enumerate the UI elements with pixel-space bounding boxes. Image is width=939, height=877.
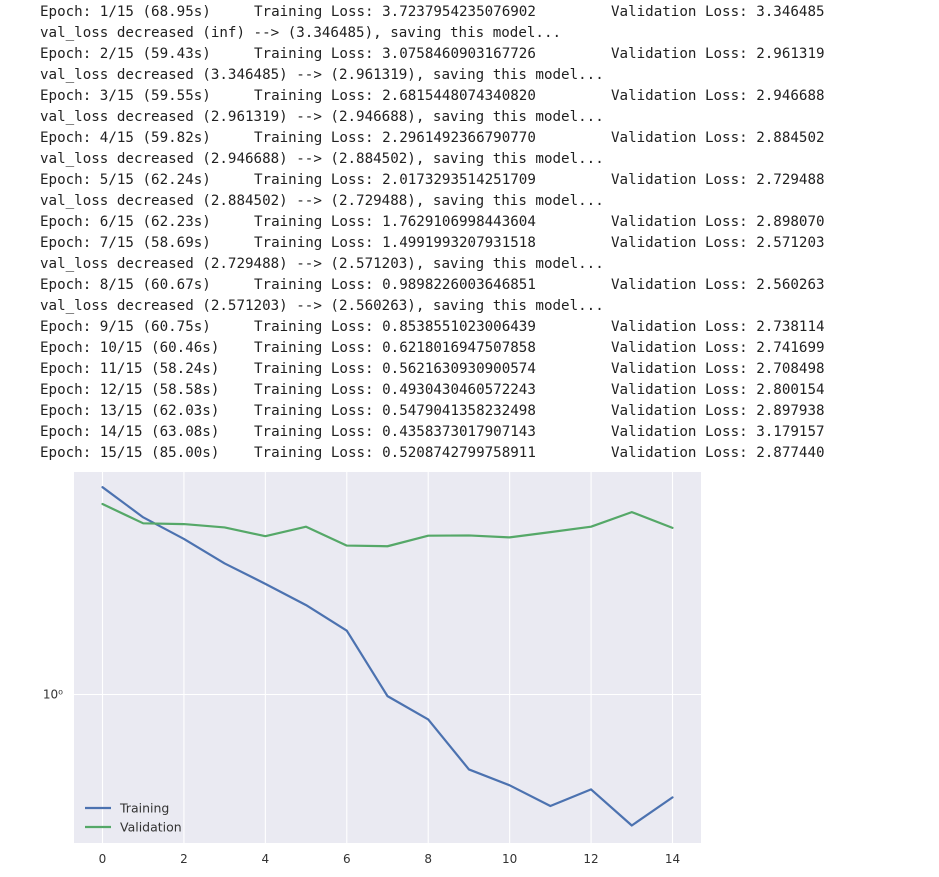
epoch-text: Epoch: 9/15 (60.75s) xyxy=(40,319,211,335)
series-lines xyxy=(101,486,674,827)
training-loss-text: Training Loss: 2.6815448074340820 xyxy=(254,88,536,104)
series-line-validation xyxy=(101,502,674,548)
plot-area xyxy=(74,472,701,843)
training-loss-text: Training Loss: 3.0758460903167726 xyxy=(254,46,536,62)
series-line-training xyxy=(101,486,674,827)
epoch-text: Epoch: 6/15 (62.23s) xyxy=(40,214,211,230)
training-loss-text: Training Loss: 0.9898226003646851 xyxy=(254,277,536,293)
y-tick-label: 10⁰ xyxy=(43,688,63,702)
x-tick-label: 14 xyxy=(665,852,680,866)
epoch-line: Epoch: 2/15 (59.43s) Training Loss: 3.075… xyxy=(40,44,825,65)
epoch-line: Epoch: 12/15 (58.58s) Training Loss: 0.49… xyxy=(40,380,825,401)
epoch-line: Epoch: 4/15 (59.82s) Training Loss: 2.296… xyxy=(40,128,825,149)
x-tick-label: 8 xyxy=(424,852,432,866)
training-loss-text: Training Loss: 0.5479041358232498 xyxy=(254,403,536,419)
epoch-line: Epoch: 10/15 (60.46s) Training Loss: 0.62… xyxy=(40,338,825,359)
epoch-line: Epoch: 3/15 (59.55s) Training Loss: 2.681… xyxy=(40,86,825,107)
epoch-line: Epoch: 1/15 (68.95s) Training Loss: 3.723… xyxy=(40,2,825,23)
val-loss-message: val_loss decreased (2.884502) --> (2.729… xyxy=(40,193,604,209)
validation-loss-text: Validation Loss: 2.741699 xyxy=(611,340,825,356)
val-loss-message: val_loss decreased (inf) --> (3.346485),… xyxy=(40,25,562,41)
training-loss-text: Training Loss: 3.7237954235076902 xyxy=(254,4,536,20)
epoch-line: Epoch: 15/15 (85.00s) Training Loss: 0.52… xyxy=(40,443,825,464)
epoch-text: Epoch: 10/15 (60.46s) xyxy=(40,340,220,356)
x-tick-label: 12 xyxy=(583,852,598,866)
val-loss-message: val_loss decreased (2.961319) --> (2.946… xyxy=(40,109,604,125)
loss-chart: 0 2 4 6 8 10 12 14 10⁰ Training Validation xyxy=(43,472,701,866)
validation-loss-text: Validation Loss: 3.179157 xyxy=(611,424,825,440)
validation-loss-text: Validation Loss: 2.738114 xyxy=(611,319,825,335)
epoch-line: Epoch: 7/15 (58.69s) Training Loss: 1.499… xyxy=(40,233,825,254)
epoch-text: Epoch: 8/15 (60.67s) xyxy=(40,277,211,293)
epoch-text: Epoch: 13/15 (62.03s) xyxy=(40,403,220,419)
training-loss-text: Training Loss: 0.4358373017907143 xyxy=(254,424,536,440)
val-loss-message: val_loss decreased (2.729488) --> (2.571… xyxy=(40,256,604,272)
training-loss-text: Training Loss: 0.4930430460572243 xyxy=(254,382,536,398)
x-tick-label: 4 xyxy=(262,852,270,866)
epoch-text: Epoch: 14/15 (63.08s) xyxy=(40,424,220,440)
legend-label-validation: Validation xyxy=(120,820,182,835)
epoch-line: Epoch: 5/15 (62.24s) Training Loss: 2.017… xyxy=(40,170,825,191)
validation-loss-text: Validation Loss: 2.708498 xyxy=(611,361,825,377)
validation-loss-text: Validation Loss: 2.877440 xyxy=(611,445,825,461)
validation-loss-text: Validation Loss: 2.571203 xyxy=(611,235,825,251)
val-loss-message: val_loss decreased (2.946688) --> (2.884… xyxy=(40,151,604,167)
validation-loss-text: Validation Loss: 3.346485 xyxy=(611,4,825,20)
epoch-line: Epoch: 11/15 (58.24s) Training Loss: 0.56… xyxy=(40,359,825,380)
training-loss-text: Training Loss: 0.5621630930900574 xyxy=(254,361,536,377)
validation-loss-text: Validation Loss: 2.898070 xyxy=(611,214,825,230)
val-loss-message: val_loss decreased (2.571203) --> (2.560… xyxy=(40,298,604,314)
training-log: Epoch: 1/15 (68.95s) Training Loss: 3.723… xyxy=(40,2,825,464)
epoch-text: Epoch: 15/15 (85.00s) xyxy=(40,445,220,461)
training-loss-text: Training Loss: 0.8538551023006439 xyxy=(254,319,536,335)
validation-loss-text: Validation Loss: 2.961319 xyxy=(611,46,825,62)
x-tick-label: 2 xyxy=(180,852,188,866)
training-loss-text: Training Loss: 2.2961492366790770 xyxy=(254,130,536,146)
training-loss-text: Training Loss: 1.4991993207931518 xyxy=(254,235,536,251)
x-tick-label: 10 xyxy=(502,852,517,866)
epoch-line: Epoch: 9/15 (60.75s) Training Loss: 0.853… xyxy=(40,317,825,338)
epoch-text: Epoch: 7/15 (58.69s) xyxy=(40,235,211,251)
epoch-text: Epoch: 1/15 (68.95s) xyxy=(40,4,211,20)
legend: Training Validation xyxy=(85,801,182,835)
epoch-line: Epoch: 6/15 (62.23s) Training Loss: 1.762… xyxy=(40,212,825,233)
training-loss-text: Training Loss: 0.6218016947507858 xyxy=(254,340,536,356)
epoch-text: Epoch: 2/15 (59.43s) xyxy=(40,46,211,62)
y-axis-ticks: 10⁰ xyxy=(43,688,63,702)
validation-loss-text: Validation Loss: 2.729488 xyxy=(611,172,825,188)
val-loss-message: val_loss decreased (3.346485) --> (2.961… xyxy=(40,67,604,83)
validation-loss-text: Validation Loss: 2.946688 xyxy=(611,88,825,104)
validation-loss-text: Validation Loss: 2.897938 xyxy=(611,403,825,419)
training-loss-text: Training Loss: 0.5208742799758911 xyxy=(254,445,536,461)
epoch-text: Epoch: 3/15 (59.55s) xyxy=(40,88,211,104)
x-axis-ticks: 0 2 4 6 8 10 12 14 xyxy=(99,852,680,866)
x-tick-label: 0 xyxy=(99,852,107,866)
epoch-line: Epoch: 13/15 (62.03s) Training Loss: 0.54… xyxy=(40,401,825,422)
epoch-line: Epoch: 8/15 (60.67s) Training Loss: 0.989… xyxy=(40,275,825,296)
validation-loss-text: Validation Loss: 2.800154 xyxy=(611,382,825,398)
epoch-text: Epoch: 11/15 (58.24s) xyxy=(40,361,220,377)
epoch-text: Epoch: 5/15 (62.24s) xyxy=(40,172,211,188)
training-loss-text: Training Loss: 1.7629106998443604 xyxy=(254,214,536,230)
epoch-text: Epoch: 12/15 (58.58s) xyxy=(40,382,220,398)
x-tick-label: 6 xyxy=(343,852,351,866)
validation-loss-text: Validation Loss: 2.560263 xyxy=(611,277,825,293)
epoch-text: Epoch: 4/15 (59.82s) xyxy=(40,130,211,146)
epoch-line: Epoch: 14/15 (63.08s) Training Loss: 0.43… xyxy=(40,422,825,443)
training-loss-text: Training Loss: 2.0173293514251709 xyxy=(254,172,536,188)
validation-loss-text: Validation Loss: 2.884502 xyxy=(611,130,825,146)
legend-label-training: Training xyxy=(119,801,169,816)
